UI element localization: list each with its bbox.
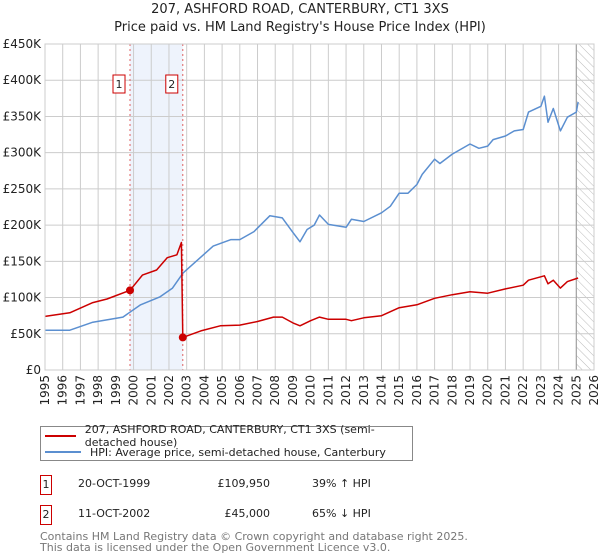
- sale-point: [178, 333, 187, 342]
- chart-title: 207, ASHFORD ROAD, CANTERBURY, CT1 3XS: [151, 2, 449, 17]
- x-tick-label: 1997: [73, 375, 87, 406]
- x-tick-label: 2014: [374, 375, 388, 406]
- x-tick-label: 2020: [481, 375, 495, 406]
- x-tick-label: 2007: [251, 375, 265, 406]
- x-tick-label: 2017: [428, 375, 442, 406]
- y-tick-label: £250K: [3, 182, 43, 196]
- x-tick-label: 2022: [516, 375, 530, 406]
- y-tick-label: £100K: [3, 291, 43, 305]
- transaction-date: 20-OCT-1999: [78, 477, 151, 490]
- x-tick-label: 2010: [304, 375, 318, 406]
- x-tick-label: 2006: [233, 375, 247, 406]
- sale-point: [126, 286, 135, 295]
- x-tick-label: 2018: [445, 375, 459, 406]
- transaction-row: 2 11-OCT-2002 £45,000 65% ↓ HPI: [40, 505, 440, 525]
- legend-item-price: 207, ASHFORD ROAD, CANTERBURY, CT1 3XS (…: [45, 423, 412, 449]
- y-tick-label: £200K: [3, 218, 43, 232]
- price-paid-line: [44, 241, 579, 339]
- legend-price-label: 207, ASHFORD ROAD, CANTERBURY, CT1 3XS (…: [84, 423, 375, 449]
- x-tick-label: 2011: [321, 375, 335, 406]
- transaction-date: 11-OCT-2002: [78, 507, 151, 520]
- footer-copyright: Contains HM Land Registry data © Crown c…: [40, 530, 468, 543]
- x-tick-label: 2024: [552, 375, 566, 406]
- x-tick-label: 2026: [587, 375, 600, 406]
- x-tick-label: 2008: [268, 375, 282, 406]
- transaction-marker: 1: [40, 475, 52, 495]
- annotation-label: 1: [116, 78, 123, 91]
- annotation-label: 2: [168, 78, 175, 91]
- annotation-box: [165, 74, 179, 94]
- y-tick-label: £50K: [10, 327, 42, 341]
- transaction-price: £109,950: [217, 477, 271, 490]
- x-tick-label: 2015: [392, 375, 406, 406]
- x-tick-label: 1999: [109, 375, 123, 406]
- sale-annotation-box: 1: [112, 74, 126, 94]
- ownership-band: [130, 44, 183, 370]
- x-tick-label: 1995: [38, 375, 52, 406]
- x-tick-label: 2005: [215, 375, 229, 406]
- transaction-row: 1 20-OCT-1999 £109,950 39% ↑ HPI: [40, 475, 440, 495]
- y-tick-label: £150K: [3, 254, 43, 268]
- annotation-box: [112, 74, 126, 94]
- transaction-hpi: 39% ↑ HPI: [312, 477, 371, 490]
- y-tick-label: £450K: [3, 37, 43, 51]
- y-tick-label: £0: [26, 363, 41, 377]
- hpi-line: [45, 95, 579, 331]
- price-chart: £0 £50K £100K £150K £200K £250K £300K £350K £400…: [3, 37, 600, 406]
- x-tick-label: 2003: [180, 375, 194, 406]
- plot-border: [44, 43, 595, 371]
- x-tick-label: 1996: [56, 375, 70, 406]
- x-tick-label: 2021: [498, 375, 512, 406]
- y-tick-label: £400K: [3, 73, 43, 87]
- transaction-marker: 2: [40, 505, 52, 525]
- forecast-hatch: [576, 44, 594, 370]
- price-line-swatch: [45, 435, 76, 437]
- footer-licence: This data is licensed under the Open Gov…: [40, 541, 391, 554]
- x-tick-label: 2023: [534, 375, 548, 406]
- x-tick-label: 2013: [357, 375, 371, 406]
- y-tick-label: £350K: [3, 109, 43, 123]
- x-tick-label: 2012: [339, 375, 353, 406]
- x-tick-label: 1998: [91, 375, 105, 406]
- x-tick-label: 2004: [197, 375, 211, 406]
- hpi-line-swatch: [45, 451, 81, 453]
- legend-hpi-label: HPI: Average price, semi-detached house,…: [90, 445, 386, 459]
- transaction-hpi: 65% ↓ HPI: [312, 507, 371, 520]
- x-tick-label: 2016: [410, 375, 424, 406]
- x-tick-label: 2009: [286, 375, 300, 406]
- legend-item-hpi: HPI: Average price, semi-detached house,…: [45, 444, 386, 460]
- y-tick-label: £300K: [3, 146, 43, 160]
- chart-subtitle: Price paid vs. HM Land Registry's House …: [114, 20, 486, 35]
- x-tick-label: 2002: [162, 375, 176, 406]
- x-tick-label: 2019: [463, 375, 477, 406]
- x-tick-label: 2001: [144, 375, 158, 406]
- x-tick-label: 2025: [569, 375, 583, 406]
- transaction-price: £45,000: [224, 507, 271, 520]
- legend: 207, ASHFORD ROAD, CANTERBURY, CT1 3XS (…: [40, 423, 413, 461]
- sale-annotation-box: 2: [165, 74, 179, 94]
- x-tick-label: 2000: [127, 375, 141, 406]
